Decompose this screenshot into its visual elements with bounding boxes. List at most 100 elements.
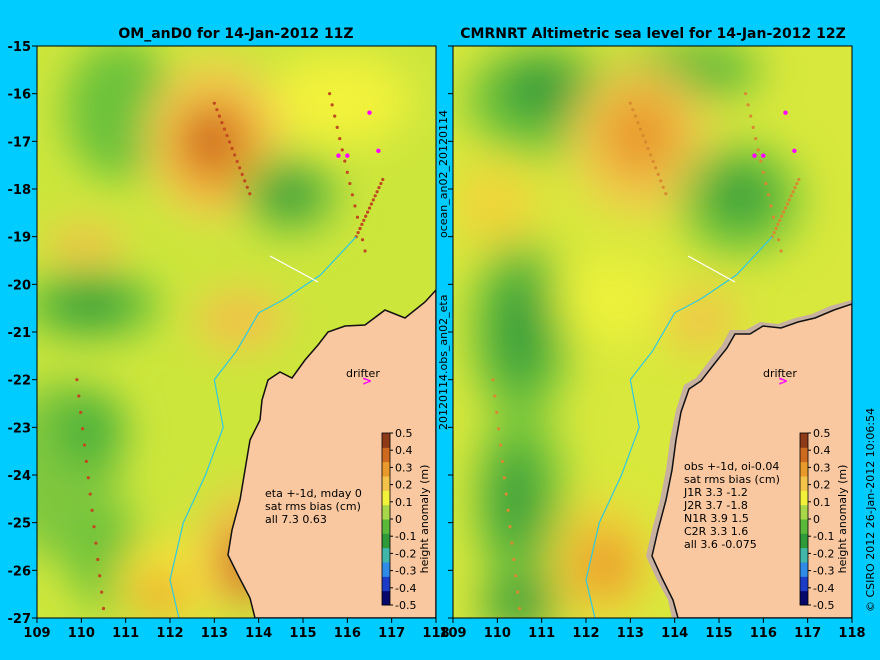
- colorbar-segment: [800, 590, 808, 606]
- track-mark: [759, 159, 763, 163]
- colorbar-tick-label: -0.5: [813, 599, 834, 612]
- colorbar-label: height anomaly (m): [418, 465, 431, 574]
- colorbar-segment: [800, 504, 808, 520]
- track-mark: [785, 202, 790, 206]
- drifter-mark: [752, 153, 757, 158]
- track-mark: [774, 226, 778, 231]
- track-mark: [330, 103, 334, 107]
- colorbar-tick-label: 0.3: [395, 461, 413, 474]
- right-white-track: [687, 255, 736, 283]
- x-tick-label: 112: [156, 626, 183, 641]
- colorbar-segment: [800, 562, 808, 577]
- track-mark: [780, 214, 784, 218]
- x-tick-label: 111: [112, 626, 139, 641]
- track-mark: [217, 114, 221, 118]
- track-mark: [654, 166, 658, 170]
- colorbar-label: height anomaly (m): [836, 465, 849, 574]
- track-mark: [641, 133, 645, 138]
- track-mark: [497, 427, 501, 431]
- colorbar-tick-label: -0.2: [813, 547, 834, 560]
- track-mark: [789, 194, 793, 198]
- colorbar-tick-label: 0.4: [813, 444, 831, 457]
- y-tick-label: -16: [8, 88, 32, 103]
- y-tick-label: -15: [8, 40, 32, 55]
- colorbar-tick-label: -0.3: [395, 565, 416, 578]
- colorbar-tick-label: -0.1: [395, 530, 416, 543]
- colorbar-segment: [800, 476, 808, 491]
- track-mark: [348, 181, 352, 186]
- colorbar-segment: [800, 576, 808, 592]
- stats-line: eta +-1d, mday 0: [265, 487, 362, 500]
- x-tick-label: 113: [201, 626, 228, 641]
- track-mark: [500, 459, 504, 463]
- colorbar-segment: [800, 519, 808, 534]
- track-mark: [353, 204, 357, 208]
- x-tick-label: 115: [705, 626, 732, 641]
- y-tick-label: -21: [8, 326, 32, 341]
- track-mark: [514, 574, 518, 578]
- stats-line: obs +-1d, oi-0.04: [684, 460, 779, 473]
- track-mark: [350, 193, 354, 197]
- x-tick-label: 113: [617, 626, 644, 641]
- track-mark: [375, 190, 379, 194]
- track-mark: [92, 525, 96, 529]
- track-mark: [245, 185, 249, 189]
- x-tick-label: 111: [528, 626, 555, 641]
- track-mark: [367, 206, 372, 210]
- track-mark: [88, 492, 92, 496]
- track-mark: [744, 92, 748, 96]
- y-tick-label: -17: [8, 135, 32, 150]
- right-colorbar: 0.5 0.4 0.3 0.2 0.1 0 -0.1 -0.2 -0.3 -0.4 -0.5 heig…: [799, 427, 849, 612]
- track-mark: [345, 170, 349, 174]
- track-mark: [233, 153, 237, 157]
- track-mark: [771, 215, 776, 219]
- colorbar-tick-label: -0.5: [395, 599, 416, 612]
- track-mark: [493, 394, 497, 398]
- stats-line: N1R 3.9 1.5: [684, 512, 749, 525]
- y-tick-label: -22: [8, 374, 32, 389]
- track-mark: [659, 179, 663, 183]
- left-drifter-arrow: >: [362, 374, 372, 388]
- right-axes: 109 110 111 112 113 114 115 116 117 118: [439, 45, 866, 641]
- track-mark: [636, 121, 640, 125]
- track-mark: [243, 179, 247, 183]
- track-mark: [360, 222, 364, 227]
- track-mark: [225, 133, 229, 138]
- colorbar-tick-label: -0.3: [813, 565, 834, 578]
- track-mark: [212, 101, 216, 105]
- track-mark: [661, 185, 665, 189]
- x-tick-label: 116: [334, 626, 361, 641]
- y-tick-label: -20: [8, 278, 32, 293]
- colorbar-segment: [382, 447, 390, 463]
- stats-line: sat rms bias (cm): [684, 473, 780, 486]
- colorbar-tick-label: 0.2: [813, 479, 831, 492]
- x-tick-label: 109: [439, 626, 466, 641]
- left-axes: 109 110 111 112 113 114 115 116 117 118 -15 -16 -17 -…: [8, 40, 450, 641]
- drifter-mark: [345, 153, 350, 158]
- right-track-marks: [491, 92, 801, 619]
- track-mark: [628, 101, 632, 105]
- colorbar-segment: [382, 590, 390, 606]
- colorbar-segment: [382, 490, 390, 506]
- track-mark: [381, 177, 385, 182]
- track-mark: [517, 606, 522, 611]
- track-mark: [215, 108, 219, 112]
- copyright-label: © CSIRO 2012 26-Jan-2012 10:06:54: [864, 408, 877, 612]
- left-map-panel: OM_anD0 for 14-Jan-2012 11Z: [8, 26, 450, 641]
- right-map-panel: CMRNRT Altimetric sea level for 14-Jan-2…: [439, 26, 865, 641]
- colorbar-segment: [382, 476, 390, 491]
- colorbar-tick-label: -0.4: [813, 582, 834, 595]
- track-mark: [766, 193, 771, 197]
- track-mark: [756, 148, 760, 152]
- colorbar-tick-label: 0.2: [395, 479, 413, 492]
- colorbar-tick-label: 0.5: [395, 427, 413, 440]
- y-tick-label: -18: [8, 183, 32, 198]
- colorbar-segment: [382, 533, 390, 549]
- x-tick-label: 110: [68, 626, 95, 641]
- colorbar-segment: [800, 461, 808, 477]
- track-mark: [360, 238, 365, 242]
- colorbar-tick-label: 0: [395, 513, 402, 526]
- track-mark: [746, 103, 750, 107]
- track-mark: [504, 492, 508, 496]
